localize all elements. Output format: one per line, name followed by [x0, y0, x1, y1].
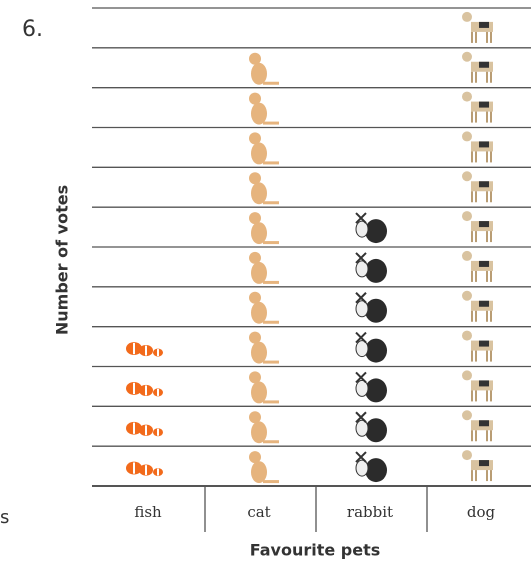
cat-body	[251, 261, 267, 284]
cat-head	[249, 251, 261, 264]
cat-body	[251, 102, 267, 125]
cat-body	[251, 182, 267, 205]
cat-tail	[263, 360, 279, 364]
cat-tail	[263, 480, 279, 484]
x-tick-label: fish	[134, 503, 162, 521]
cat-body	[251, 222, 267, 245]
dog-patch	[479, 181, 489, 188]
dog-head	[462, 11, 472, 22]
cat-tail	[263, 280, 279, 284]
dog-patch	[479, 21, 489, 28]
rabbit-ear	[355, 331, 367, 344]
pictogram-column	[462, 11, 493, 482]
cat-tail	[263, 400, 279, 404]
margin-text: s	[0, 507, 9, 528]
cat-body	[251, 421, 267, 444]
cat-body	[251, 62, 267, 85]
dog-patch	[479, 300, 489, 307]
dog-head	[462, 51, 472, 62]
pictogram-column	[126, 342, 163, 477]
dog-patch	[479, 61, 489, 68]
rabbit-body	[365, 219, 387, 244]
rabbit-ear	[355, 212, 367, 224]
cat-head	[249, 92, 261, 105]
cat-tail	[263, 121, 279, 125]
rabbit-ear	[355, 252, 367, 264]
dog-head	[462, 211, 472, 222]
question-number: 6.	[22, 17, 43, 42]
dog-patch	[479, 380, 489, 387]
cat-tail	[263, 320, 279, 324]
cat-head	[249, 371, 261, 384]
dog-patch	[479, 221, 489, 228]
cat-body	[251, 461, 267, 484]
dog-patch	[479, 340, 489, 347]
rabbit-head	[355, 459, 369, 477]
x-tick-label: dog	[467, 503, 496, 521]
rabbit-body	[365, 338, 387, 363]
dog-head	[462, 330, 472, 341]
dog-head	[462, 290, 472, 301]
cat-head	[249, 212, 261, 225]
dog-patch	[479, 460, 489, 467]
cat-body	[251, 341, 267, 364]
cat-tail	[263, 161, 279, 165]
rabbit-ear	[355, 292, 367, 304]
cat-body	[251, 381, 267, 404]
dog-head	[462, 250, 472, 261]
cat-body	[251, 301, 267, 324]
dog-head	[462, 91, 472, 102]
pictogram-column	[249, 52, 279, 484]
cat-head	[249, 411, 261, 424]
cat-tail	[263, 201, 279, 205]
cat-head	[249, 331, 261, 344]
pictogram-column	[355, 212, 387, 483]
rabbit-ear	[355, 411, 367, 423]
dog-head	[462, 370, 472, 381]
dog-head	[462, 410, 472, 421]
rabbit-head	[355, 340, 369, 358]
y-axis-label: Number of votes	[53, 185, 72, 335]
cat-head	[249, 132, 261, 145]
dog-head	[462, 171, 472, 182]
cat-head	[249, 52, 261, 65]
dog-patch	[479, 420, 489, 427]
cat-tail	[263, 241, 279, 245]
dog-patch	[479, 101, 489, 108]
rabbit-body	[365, 298, 387, 323]
x-axis-label: Favourite pets	[250, 541, 381, 560]
rabbit-head	[355, 419, 369, 437]
cat-tail	[263, 440, 279, 444]
rabbit-head	[355, 300, 369, 318]
dog-head	[462, 450, 472, 461]
rabbit-body	[365, 378, 387, 403]
x-tick-label: rabbit	[347, 503, 393, 521]
rabbit-head	[355, 260, 369, 278]
cat-body	[251, 142, 267, 165]
rabbit-body	[365, 418, 387, 443]
cat-head	[249, 291, 261, 304]
dog-patch	[479, 141, 489, 148]
rabbit-head	[355, 220, 369, 238]
rabbit-ear	[355, 451, 367, 463]
rabbit-ear	[355, 371, 367, 384]
rabbit-head	[355, 379, 369, 397]
dog-patch	[479, 260, 489, 267]
dog-head	[462, 131, 472, 142]
x-tick-label: cat	[247, 503, 270, 521]
rabbit-body	[365, 258, 387, 283]
rabbit-body	[365, 458, 387, 483]
cat-tail	[263, 81, 279, 85]
cat-head	[249, 451, 261, 464]
cat-head	[249, 172, 261, 185]
